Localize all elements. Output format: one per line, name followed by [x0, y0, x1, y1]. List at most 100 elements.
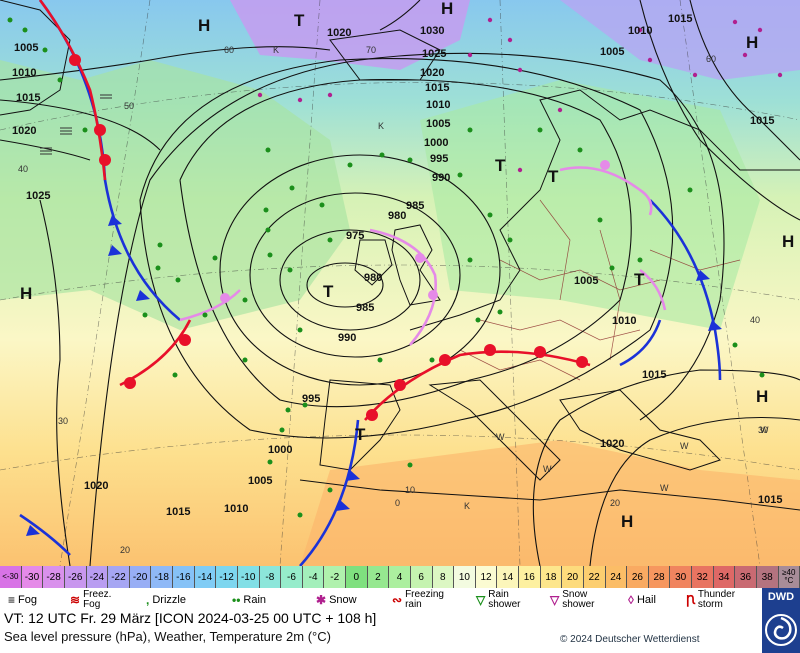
isotherm-label: K: [378, 121, 384, 131]
legend-drizzle-label: Drizzle: [152, 594, 186, 606]
rain-shower-icon: ▽: [476, 593, 486, 607]
isobar-label: 1015: [425, 82, 449, 94]
isobar-label: 1020: [327, 27, 351, 39]
scale-cell: -24: [86, 566, 109, 588]
temp-labels: 60 70 60 50 40 30 20 40 30 20 10 0 K K K W W W W W: [18, 45, 769, 555]
occluded-fronts: [179, 166, 667, 346]
pressure-center: H: [746, 33, 758, 52]
isotherm-label: K: [464, 501, 470, 511]
copyright: © 2024 Deutscher Wetterdienst: [560, 634, 700, 645]
isobar-label: 1010: [612, 315, 636, 327]
scale-cell: 0: [346, 566, 368, 588]
isobar-label: 980: [364, 272, 382, 284]
pressure-center: H: [198, 16, 210, 35]
isotherm-label: W: [760, 425, 769, 435]
green-atlantic-region: [0, 60, 350, 330]
isotherm-label: 10: [405, 485, 415, 495]
legend-hail-label: Hail: [636, 594, 656, 606]
isobar-label: 1015: [758, 494, 782, 506]
temperature-scale: <-30 -30 -28 -26 -24 -22 -20 -18 -16 -14 -12 -10 -8-…: [0, 566, 800, 588]
isobar-label: 1020: [84, 480, 108, 492]
scale-cell: -4: [302, 566, 325, 588]
isotherm-label: W: [543, 464, 552, 474]
cold-scandinavia-region: [560, 0, 800, 80]
isobar-label: 1010: [12, 67, 36, 79]
isotherm-label: W: [496, 432, 505, 442]
isotherm-label: W: [660, 483, 669, 493]
isotherm-label: 20: [610, 498, 620, 508]
legend-thunderstorm-label: Thunder storm: [697, 589, 736, 610]
scale-cell: 8: [432, 566, 455, 588]
pressure-center: H: [20, 284, 32, 303]
isobar-label: 990: [338, 332, 356, 344]
valid-time: VT: 12 UTC Fr. 29 März [ICON 2024-03-25 …: [4, 610, 377, 626]
isotherm-label: W: [680, 441, 689, 451]
weather-legend: ≡ Fog ≋ Freez. Fog , Drizzle •• Rain ✱ S…: [0, 588, 760, 612]
isobar-label: 1005: [426, 118, 450, 130]
scale-cell: -28: [43, 566, 65, 588]
pressure-center: T: [323, 282, 334, 301]
isobar-label: 995: [302, 393, 320, 405]
pressure-center: T: [634, 270, 645, 289]
graticule: [0, 0, 800, 566]
scale-cell: 16: [519, 566, 541, 588]
legend-snow-shower: ▽ Snow shower: [550, 588, 606, 612]
scale-cell: 34: [713, 566, 736, 588]
dwd-logo-text: DWD: [767, 591, 795, 603]
legend-snow-shower-label: Snow shower: [562, 589, 595, 610]
isobar-label: 1025: [422, 48, 446, 60]
legend-hail: ◊ Hail: [628, 588, 656, 612]
legend-freezing-fog: ≋ Freez. Fog: [70, 588, 117, 612]
isobar-label: 975: [346, 230, 364, 242]
scale-cell: -6: [281, 566, 303, 588]
scale-cell: -12: [216, 566, 238, 588]
legend-snow: ✱ Snow: [316, 588, 357, 612]
isobar-label: 1020: [600, 438, 624, 450]
scale-cell: -22: [108, 566, 130, 588]
isobar-label: 1000: [268, 444, 292, 456]
snow-symbols: [257, 17, 783, 173]
scale-cell: 14: [497, 566, 519, 588]
warm-south-region: [300, 440, 800, 566]
scale-cell: -16: [173, 566, 195, 588]
isobar-label: 1010: [426, 99, 450, 111]
scale-cell: 18: [540, 566, 563, 588]
legend-freezing-rain-label: Freezing rain: [405, 589, 444, 610]
isotherm-label: 60: [224, 45, 234, 55]
scale-cell: -8: [259, 566, 282, 588]
precipitation-symbols: [7, 17, 765, 518]
legend-rain-shower: ▽ Rain shower: [476, 588, 530, 612]
map-description: Sea level pressure (hPa), Weather, Tempe…: [4, 629, 331, 644]
weather-map: 60 70 60 50 40 30 20 40 30 20 10 0 K K K W W W W W 1005 1010…: [0, 0, 800, 566]
legend-thunderstorm: Ꞃ Thunder storm: [686, 588, 746, 612]
legend-fog: ≡ Fog: [8, 588, 37, 612]
scale-cell: 36: [735, 566, 757, 588]
isobars: [0, 0, 800, 566]
scale-cell: 2: [367, 566, 390, 588]
fog-icon: ≡: [8, 593, 16, 607]
isobar-label: 1015: [668, 13, 692, 25]
freezing-fog-icon: ≋: [70, 593, 81, 607]
snow-icon: ✱: [316, 593, 327, 607]
scale-cell: <-30: [0, 566, 22, 588]
scale-cell: 12: [475, 566, 498, 588]
isotherm-label: 40: [18, 164, 28, 174]
legend-freezing-rain: ∾ Freezing rain: [392, 588, 455, 612]
isotherm-label: 60: [706, 54, 716, 64]
freezing-rain-icon: ∾: [392, 593, 403, 607]
isobar-label: 1005: [574, 275, 598, 287]
isobar-label: 1015: [16, 92, 40, 104]
isobar-label: 1015: [750, 115, 774, 127]
rain-icon: ••: [232, 593, 241, 607]
isotherm-label: 70: [366, 45, 376, 55]
scale-cell: 26: [627, 566, 649, 588]
thunderstorm-icon: Ꞃ: [686, 593, 695, 607]
dwd-swirl-icon: [765, 614, 797, 646]
scale-cell: 24: [605, 566, 628, 588]
scale-cell: 38: [756, 566, 779, 588]
pressure-center: H: [441, 0, 453, 18]
pressure-center: H: [756, 387, 768, 406]
scale-cell: -18: [151, 566, 173, 588]
scale-cell: 28: [648, 566, 671, 588]
